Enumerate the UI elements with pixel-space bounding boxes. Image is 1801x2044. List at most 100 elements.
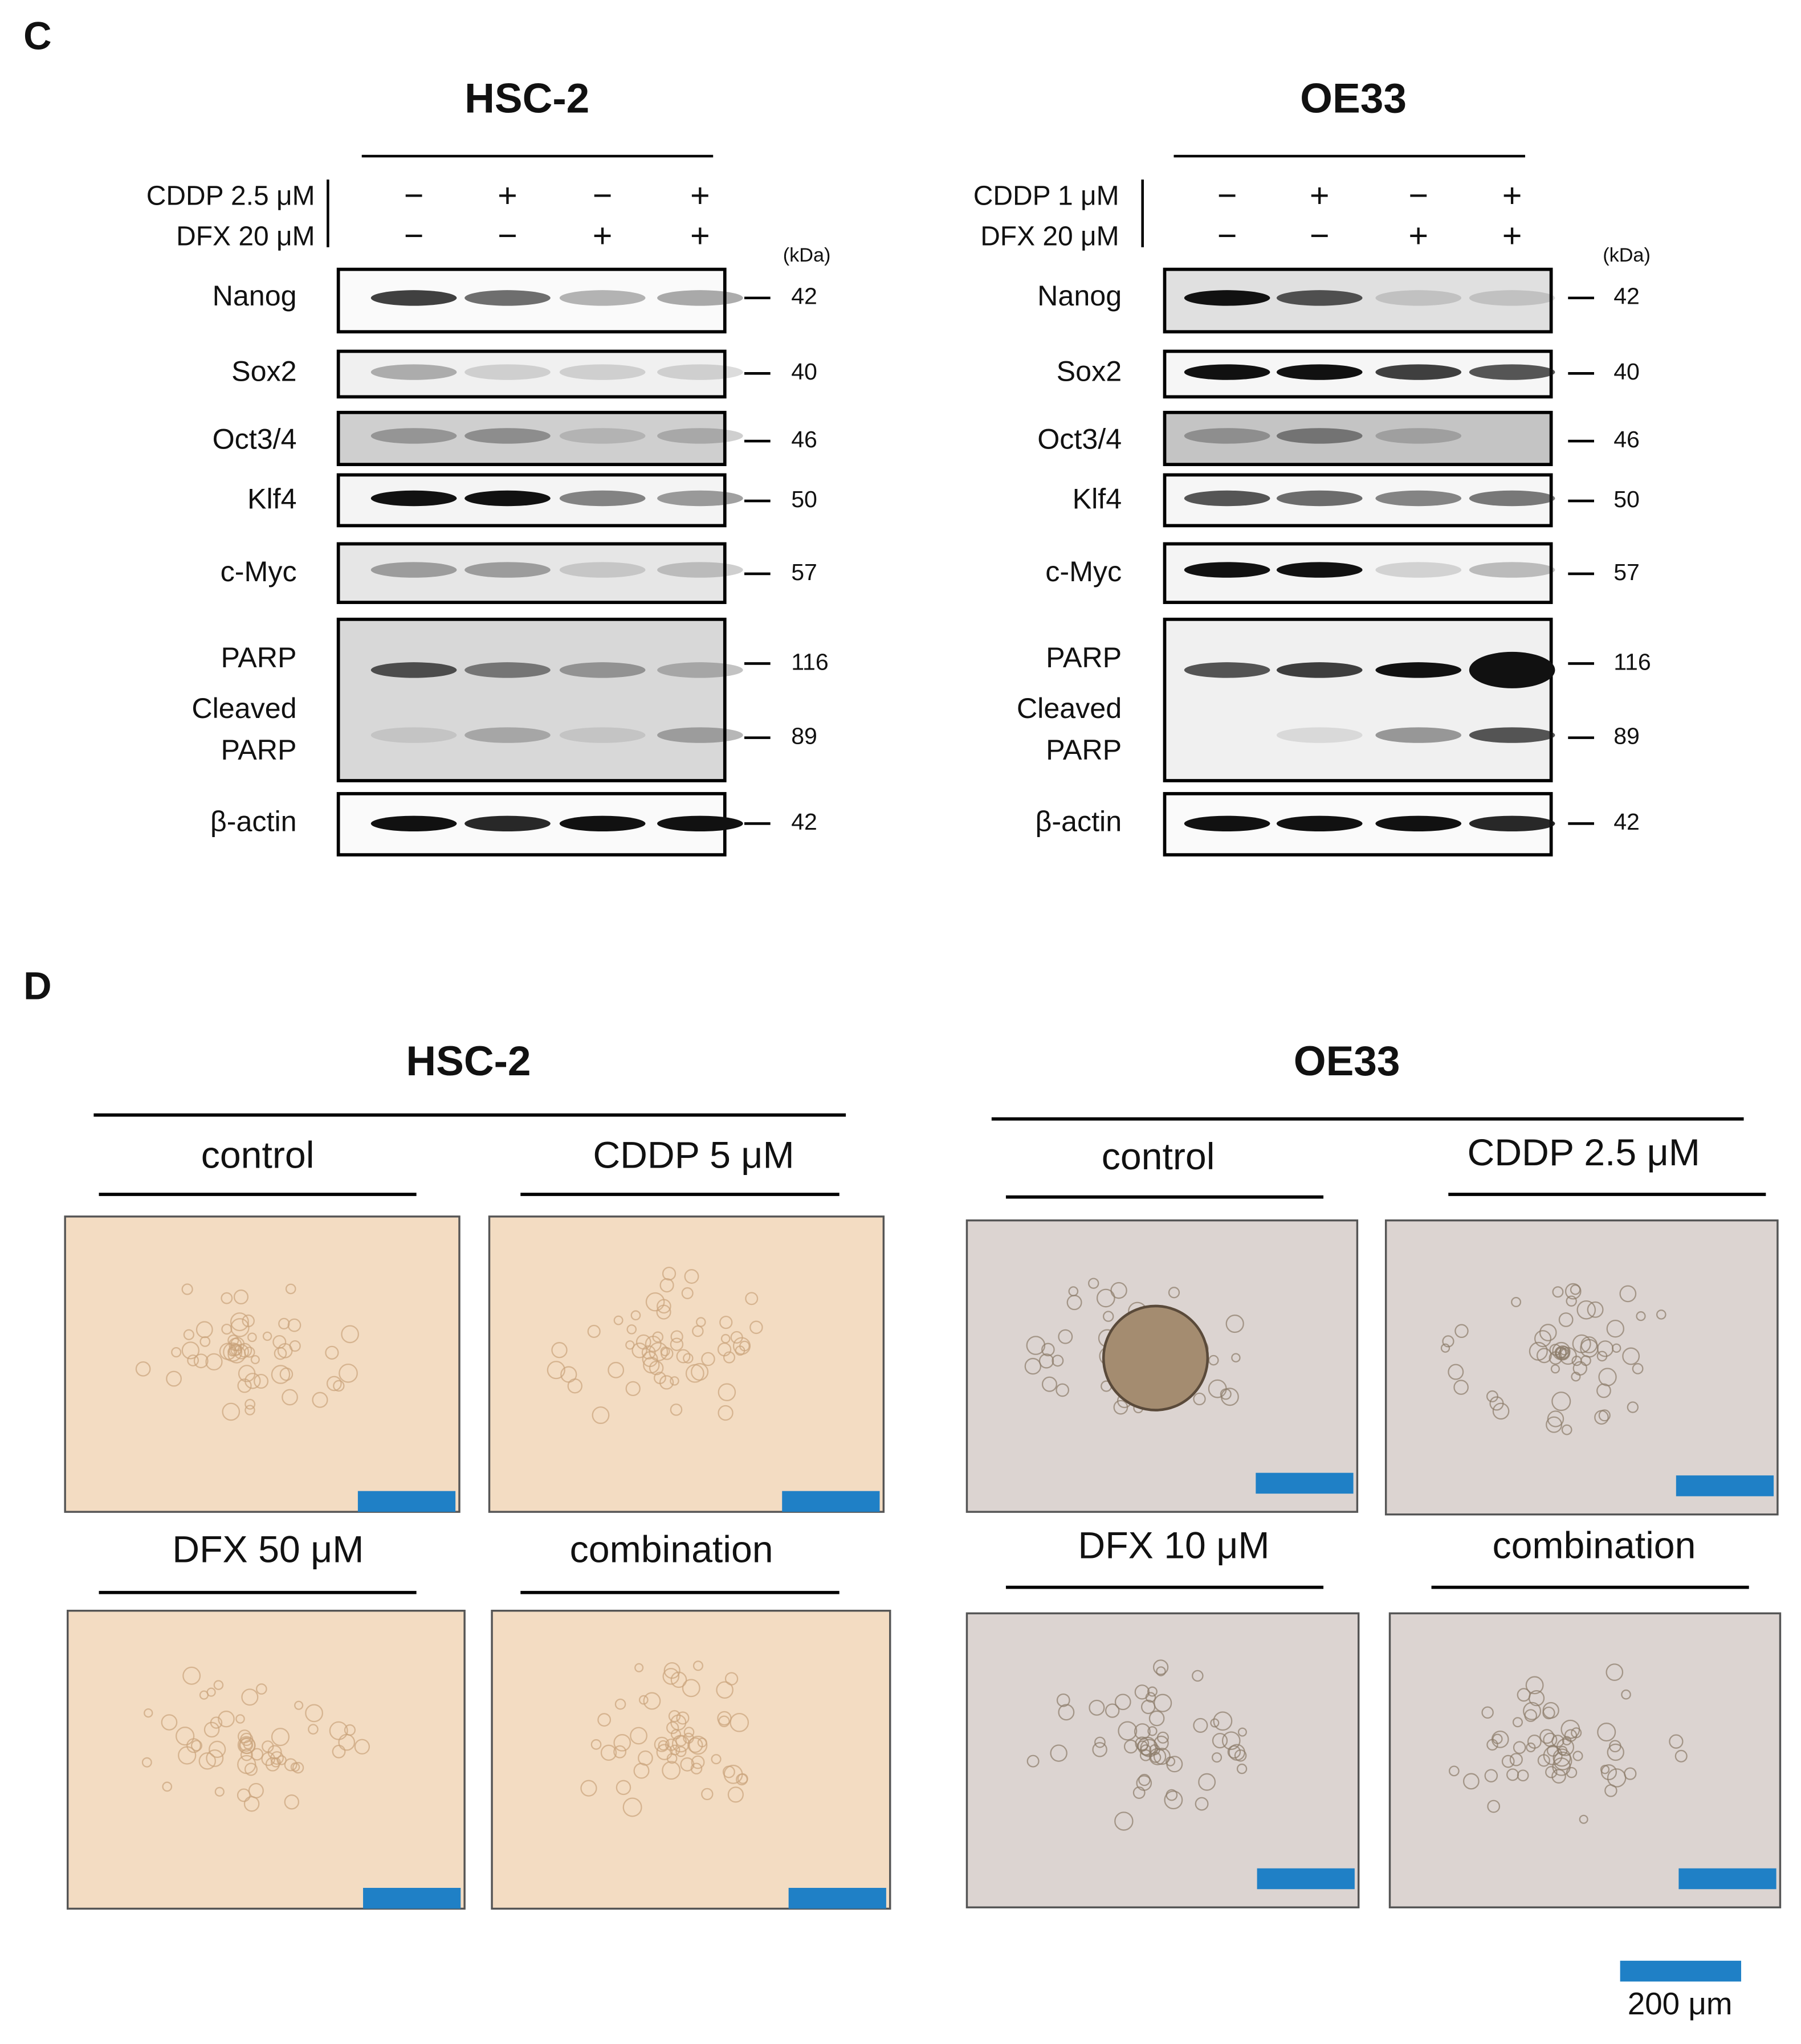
blot-strip (1163, 267, 1553, 334)
cell (1512, 1717, 1523, 1728)
condition-label: DFX 10 μM (1078, 1525, 1269, 1567)
cell (670, 1671, 687, 1688)
cell (718, 1405, 734, 1421)
cell (181, 1283, 193, 1295)
cell (1236, 1763, 1248, 1774)
band (1375, 490, 1462, 507)
cell (1041, 1343, 1055, 1357)
cell (1166, 1756, 1183, 1773)
panel-label: C (23, 14, 51, 58)
kda-value: 40 (791, 358, 817, 385)
cell (749, 1320, 763, 1335)
cell (1231, 1353, 1241, 1362)
cell (613, 1745, 627, 1759)
condition-label: DFX 50 μM (172, 1528, 364, 1570)
band (1276, 815, 1363, 832)
cell (1026, 1336, 1046, 1355)
cell (631, 1343, 647, 1358)
band (559, 428, 646, 444)
micrograph (488, 1215, 885, 1513)
band (1184, 815, 1270, 832)
cell (1118, 1721, 1138, 1741)
kda-unit: (kDa) (1603, 244, 1651, 266)
band (559, 562, 646, 578)
band (464, 562, 551, 578)
cell (662, 1267, 677, 1281)
cell (1598, 1368, 1617, 1386)
cell (199, 1690, 209, 1700)
band (370, 364, 457, 380)
cell (241, 1688, 259, 1706)
cell (1536, 1348, 1552, 1364)
band (1184, 562, 1270, 578)
cell (1527, 1735, 1542, 1749)
cell (1579, 1814, 1588, 1824)
cell (1596, 1383, 1611, 1398)
cell (325, 1345, 339, 1360)
scale-bar (1256, 1472, 1354, 1494)
cell (1552, 1286, 1564, 1298)
protein-label: PARP (221, 734, 297, 766)
condition-label: CDDP 2.5 μM (1467, 1132, 1700, 1174)
cell (1237, 1727, 1247, 1737)
blot-strip (336, 349, 727, 399)
cell (551, 1342, 568, 1358)
cell (1150, 1752, 1162, 1763)
cell (1484, 1769, 1498, 1782)
cell (1551, 1392, 1571, 1411)
cell (1608, 1740, 1621, 1753)
band (559, 290, 646, 306)
band (1184, 490, 1270, 507)
cell (1547, 1410, 1564, 1427)
band (1469, 651, 1555, 688)
treatment-sign: − (404, 217, 424, 255)
band (1375, 727, 1462, 743)
cell (1513, 1741, 1526, 1755)
cell (1627, 1401, 1639, 1413)
cell (668, 1710, 681, 1723)
cell (1564, 1283, 1582, 1300)
cell (670, 1729, 682, 1740)
band (370, 428, 457, 444)
cell (1212, 1732, 1228, 1749)
cell (1198, 1773, 1216, 1791)
cell (587, 1324, 601, 1339)
cell (1566, 1295, 1577, 1307)
cell (262, 1331, 272, 1341)
protein-label: Nanog (1037, 280, 1122, 312)
cell (1088, 1278, 1099, 1289)
treatment-sign: + (1310, 176, 1330, 214)
cell (141, 1757, 152, 1768)
treatment-sign: − (1310, 217, 1330, 255)
cell (1501, 1755, 1515, 1768)
protein-label: Oct3/4 (213, 423, 297, 455)
cell (1448, 1364, 1464, 1380)
cell (206, 1749, 224, 1767)
cell (622, 1797, 642, 1817)
cell (1576, 1300, 1596, 1320)
cell (649, 1360, 664, 1376)
kda-value: 42 (791, 809, 817, 835)
kda-value: 50 (791, 486, 817, 512)
cell (683, 1353, 694, 1364)
cell (1669, 1734, 1684, 1749)
protein-label: PARP (221, 642, 297, 674)
kda-unit: (kDa) (783, 244, 831, 266)
band (1375, 815, 1462, 832)
blot-strip (1163, 617, 1553, 782)
cell (285, 1283, 296, 1295)
cell (681, 1287, 694, 1299)
cell (1152, 1659, 1169, 1675)
cell (244, 1763, 258, 1776)
cell (238, 1365, 256, 1382)
treatment-label: CDDP 1 μM (973, 181, 1119, 211)
cell (657, 1299, 671, 1314)
cell (1453, 1380, 1469, 1395)
cell (1492, 1733, 1503, 1744)
cell (630, 1727, 647, 1745)
cell (284, 1794, 300, 1810)
cell (662, 1667, 680, 1685)
cell (656, 1744, 673, 1760)
band (1184, 428, 1270, 444)
treatment-sign: − (404, 176, 424, 214)
